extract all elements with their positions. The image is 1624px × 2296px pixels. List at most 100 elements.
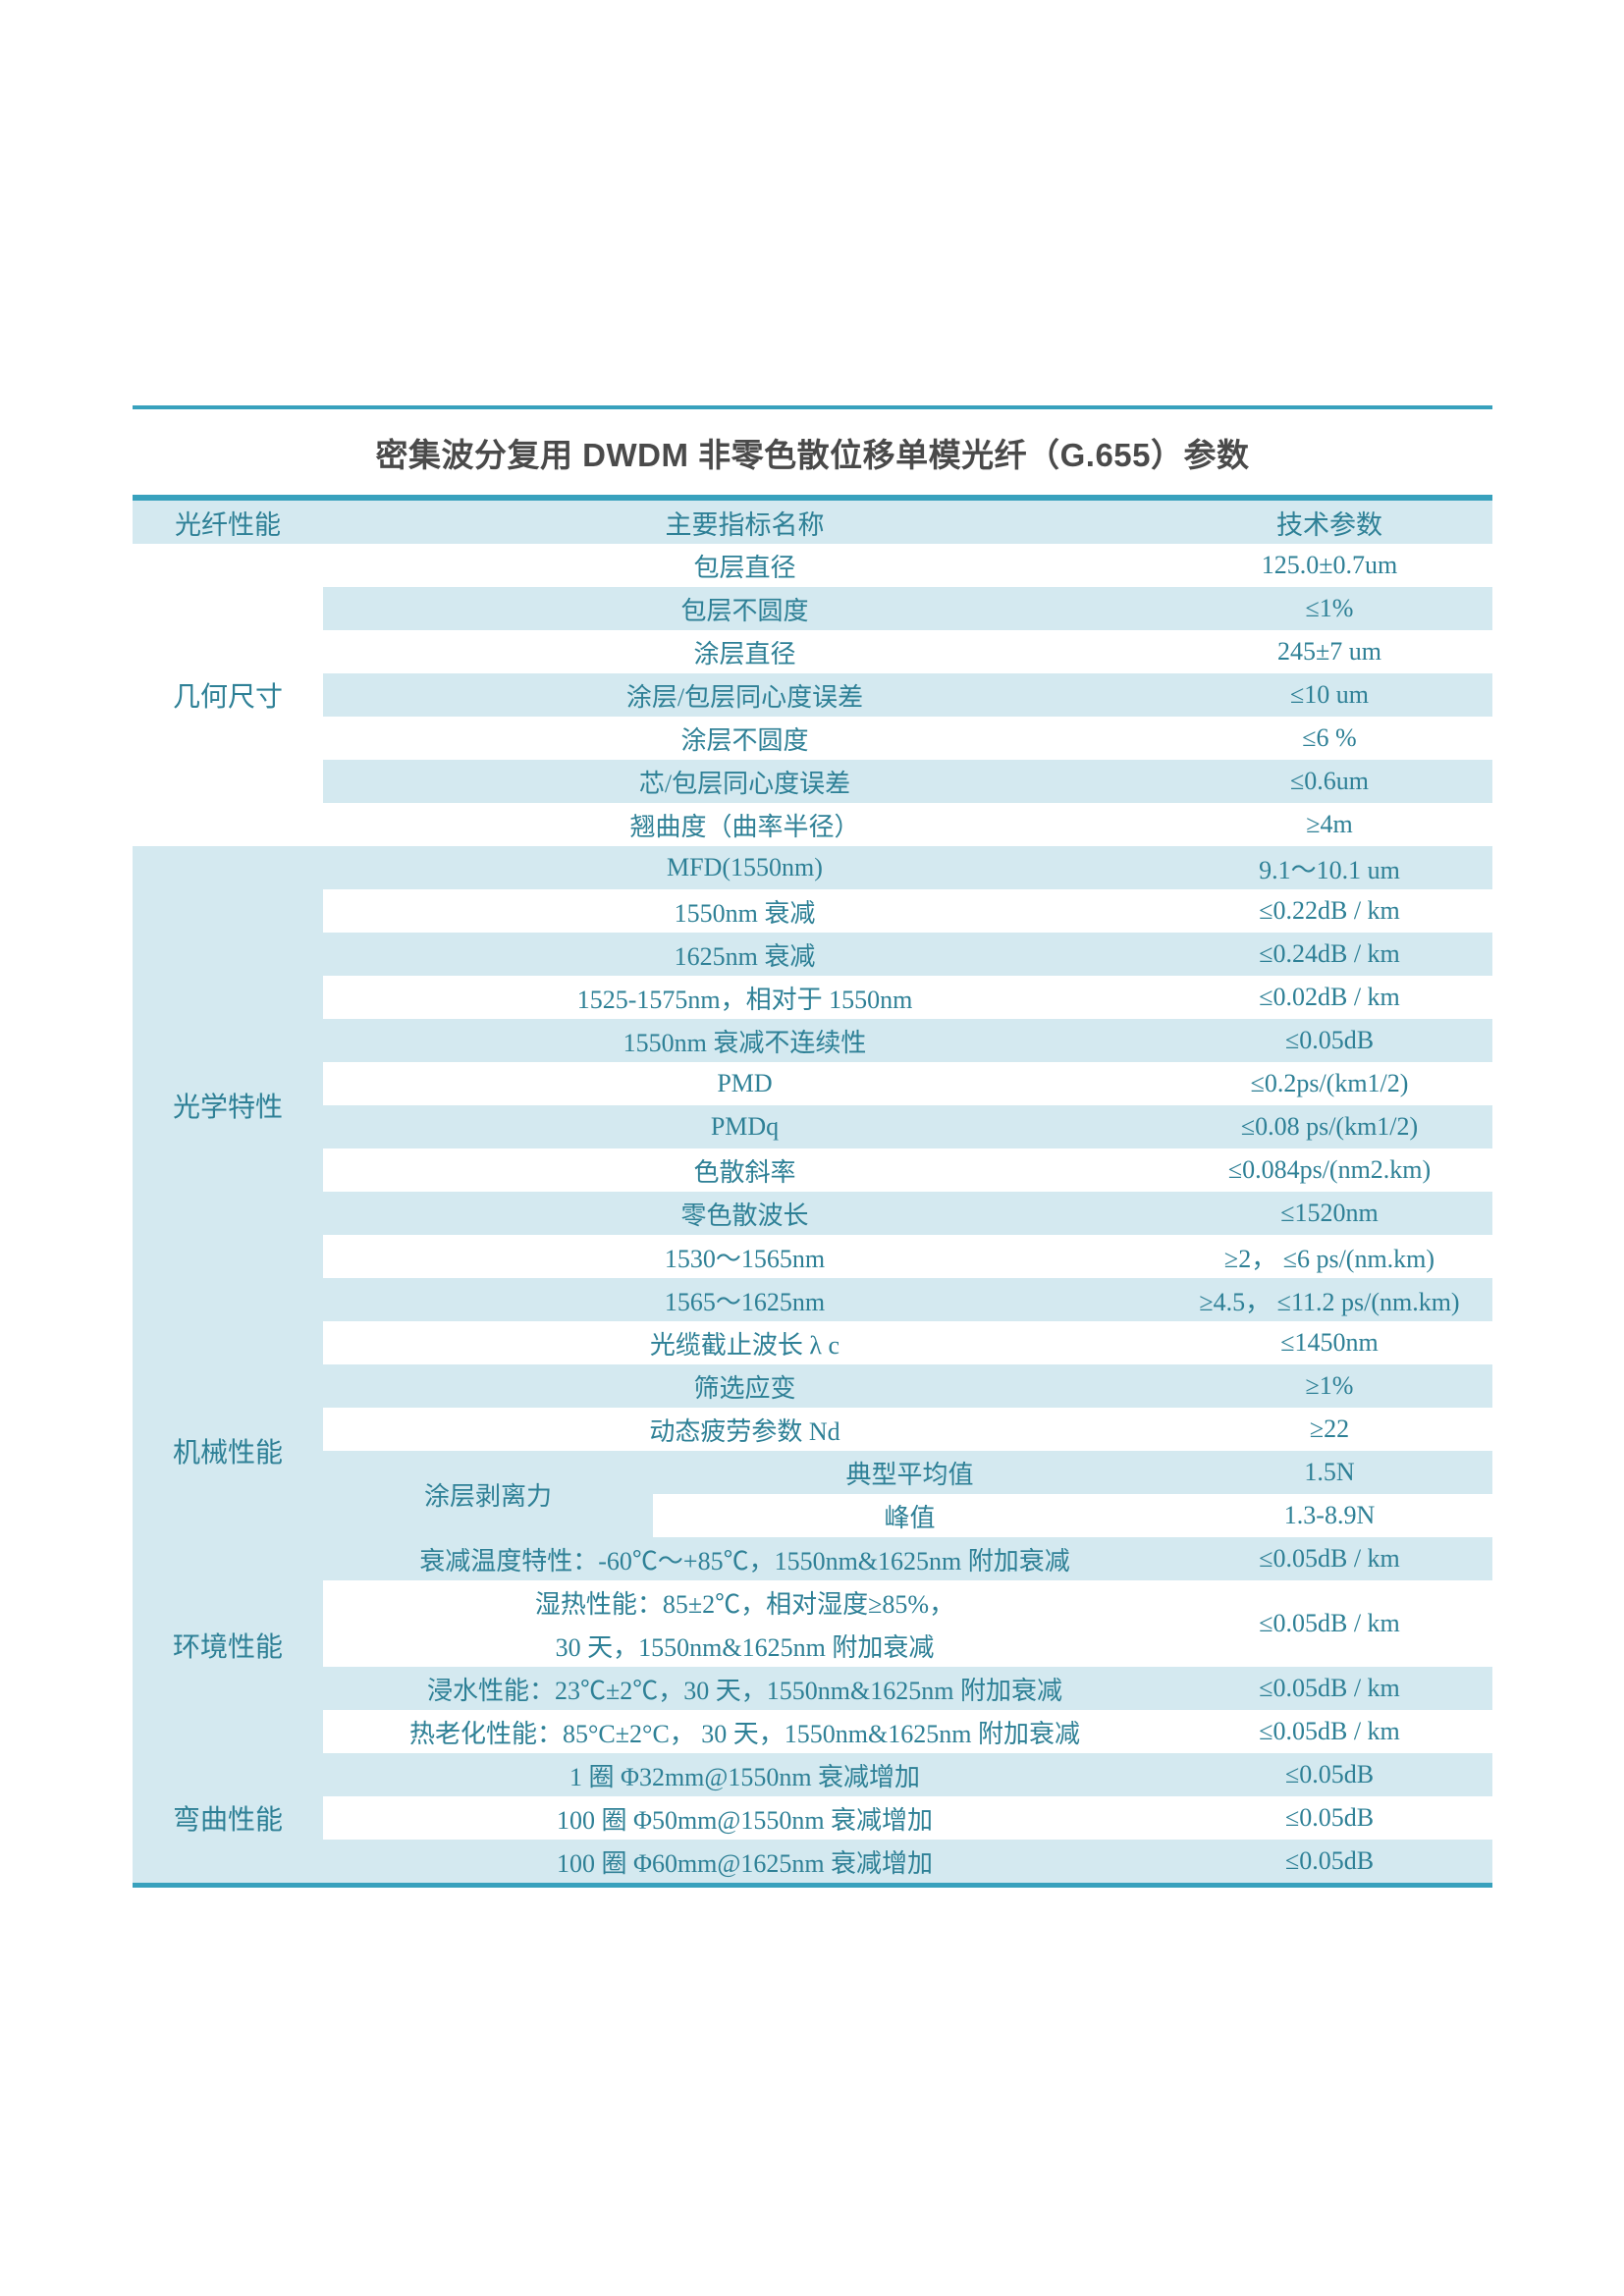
header-rule [133,495,1492,501]
row-value: ≤0.05dB [1284,1846,1375,1875]
row-value: ≤1% [1305,594,1354,622]
category-cell-bending: 弯曲性能 [133,1753,323,1883]
section-environmental: 环境性能 衰减温度特性：-60℃～+85℃，1550nm&1625nm 附加衰减 ≤… [133,1537,1492,1753]
table-row: 浸水性能：23℃±2℃，30 天，1550nm&1625nm 附加衰减 ≤0.05… [323,1667,1492,1710]
row-name: 峰值 [884,1503,936,1532]
row-name: 湿热性能：85±2℃，相对湿度≥85%， 30 天，1550nm&1625nm 附… [323,1580,1166,1667]
table-row: 翘曲度（曲率半径） ≥4m [323,803,1492,846]
row-name: 典型平均值 [845,1460,974,1489]
header-technical-parameter: 技术参数 [1276,509,1382,540]
row-name: 包层不圆度 [680,596,809,625]
row-value: ≤0.05dB [1284,1803,1375,1832]
row-name: 包层直径 [693,553,796,582]
row-value: ≤10 um [1290,680,1369,709]
row-name: 动态疲劳参数 Nd [649,1416,840,1446]
row-name: 零色散波长 [680,1201,809,1230]
row-name: PMDq [710,1112,780,1141]
table-row: 1 圈 Φ32mm@1550nm 衰减增加 ≤0.05dB [323,1753,1492,1796]
row-name: 涂层/包层同心度误差 [625,682,864,712]
category-cell-optical: 光学特性 [133,846,323,1364]
row-value: ≥1% [1305,1371,1354,1400]
row-name: 热老化性能：85°C±2°C， 30 天，1550nm&1625nm 附加衰减 [409,1719,1080,1748]
table-header-row: 光纤性能 主要指标名称 技术参数 [133,501,1492,544]
row-name: 1625nm 衰减 [674,941,816,971]
row-name: 100 圈 Φ50mm@1550nm 衰减增加 [556,1805,934,1835]
table-row: 100 圈 Φ60mm@1625nm 衰减增加 ≤0.05dB [323,1840,1492,1883]
section-mechanical: 机械性能 筛选应变 ≥1% 动态疲劳参数 Nd ≥22 涂层剥离力 典型平均值 1.5N 峰值 1… [133,1364,1492,1537]
row-name: 翘曲度（曲率半径） [629,812,860,841]
row-value: ≤0.6um [1290,767,1369,795]
table-row: 1565～1625nm ≥4.5， ≤11.2 ps/(nm.km) [323,1278,1492,1321]
row-value: ≥4.5， ≤11.2 ps/(nm.km) [1199,1287,1460,1316]
row-name: 1530～1565nm [664,1244,826,1273]
row-value: ≤0.05dB / km [1259,1674,1400,1702]
row-value: ≤0.05dB [1284,1026,1375,1054]
row-name: 光缆截止波长 λ c [649,1330,840,1360]
row-value: ≤0.05dB [1284,1760,1375,1789]
section-bending: 弯曲性能 1 圈 Φ32mm@1550nm 衰减增加 ≤0.05dB 100 圈 Φ5… [133,1753,1492,1883]
table-row: 湿热性能：85±2℃，相对湿度≥85%， 30 天，1550nm&1625nm 附… [323,1580,1492,1667]
section-geometry: 几何尺寸 包层直径 125.0±0.7um 包层不圆度 ≤1% 涂层直径 245±7 um 涂… [133,544,1492,846]
row-value: ≥22 [1309,1415,1350,1443]
row-name: MFD(1550nm) [667,853,823,881]
row-name: 1525-1575nm，相对于 1550nm [576,985,913,1014]
table-row: 芯/包层同心度误差 ≤0.6um [323,760,1492,803]
row-value: ≤0.08 ps/(km1/2) [1240,1112,1419,1141]
section-optical: 光学特性 MFD(1550nm) 9.1～10.1 um 1550nm 衰减 ≤0.22… [133,846,1492,1364]
table-row: PMD ≤0.2ps/(km1/2) [323,1062,1492,1105]
row-name: 浸水性能：23℃±2℃，30 天，1550nm&1625nm 附加衰减 [427,1676,1062,1705]
table-row: 典型平均值 1.5N [653,1451,1492,1494]
bottom-rule [133,1883,1492,1888]
row-name: PMD [717,1069,773,1097]
row-value: 1.3-8.9N [1283,1501,1376,1529]
row-value: ≤0.2ps/(km1/2) [1250,1069,1409,1097]
category-cell-geometry: 几何尺寸 [133,544,323,846]
table-row: 色散斜率 ≤0.084ps/(nm2.km) [323,1148,1492,1192]
table-row: 1530～1565nm ≥2， ≤6 ps/(nm.km) [323,1235,1492,1278]
row-name-line: 30 天，1550nm&1625nm 附加衰减 [555,1632,935,1662]
table-row: 1550nm 衰减 ≤0.22dB / km [323,889,1492,933]
table-row: PMDq ≤0.08 ps/(km1/2) [323,1105,1492,1148]
category-cell-mechanical: 机械性能 [133,1364,323,1537]
row-value: 245±7 um [1277,637,1381,666]
table-body: 几何尺寸 包层直径 125.0±0.7um 包层不圆度 ≤1% 涂层直径 245±7 um 涂… [133,544,1492,1883]
row-value: ≥2， ≤6 ps/(nm.km) [1223,1244,1435,1273]
row-name: 芯/包层同心度误差 [638,769,851,798]
fiber-parameter-table: 密集波分复用 DWDM 非零色散位移单模光纤（G.655）参数 光纤性能 主要指… [133,405,1492,1888]
row-name: 100 圈 Φ60mm@1625nm 衰减增加 [556,1848,934,1878]
row-name-line: 湿热性能：85±2℃，相对湿度≥85%， [534,1589,955,1619]
row-name: 1565～1625nm [664,1287,826,1316]
table-row: 筛选应变 ≥1% [323,1364,1492,1408]
row-value: ≤0.24dB / km [1259,939,1400,968]
table-row: MFD(1550nm) 9.1～10.1 um [323,846,1492,889]
row-name: 1550nm 衰减不连续性 [623,1028,867,1057]
table-row: 峰值 1.3-8.9N [653,1494,1492,1537]
row-value: ≤0.02dB / km [1259,983,1400,1011]
row-value: ≤0.05dB / km [1259,1609,1400,1637]
table-row: 包层不圆度 ≤1% [323,587,1492,630]
row-value: 125.0±0.7um [1261,551,1398,579]
table-row: 100 圈 Φ50mm@1550nm 衰减增加 ≤0.05dB [323,1796,1492,1840]
table-row: 热老化性能：85°C±2°C， 30 天，1550nm&1625nm 附加衰减 ≤… [323,1710,1492,1753]
category-cell-environmental: 环境性能 [133,1537,323,1753]
table-row: 零色散波长 ≤1520nm [323,1192,1492,1235]
row-value: ≤0.05dB / km [1259,1717,1400,1745]
row-value: ≤0.22dB / km [1259,896,1400,925]
row-name: 筛选应变 [693,1373,796,1403]
group-rows-mechanical: 涂层剥离力 典型平均值 1.5N 峰值 1.3-8.9N [323,1451,1492,1537]
row-value: 9.1～10.1 um [1259,855,1400,884]
row-value: ≤0.084ps/(nm2.km) [1227,1155,1432,1184]
group-cell: 涂层剥离力 [323,1451,653,1537]
table-row: 1625nm 衰减 ≤0.24dB / km [323,933,1492,976]
table-row: 包层直径 125.0±0.7um [323,544,1492,587]
table-row: 涂层不圆度 ≤6 % [323,717,1492,760]
table-row: 1550nm 衰减不连续性 ≤0.05dB [323,1019,1492,1062]
row-name: 衰减温度特性：-60℃～+85℃，1550nm&1625nm 附加衰减 [419,1546,1070,1575]
table-row: 光缆截止波长 λ c ≤1450nm [323,1321,1492,1364]
top-rule [133,405,1492,409]
row-value: ≥4m [1306,810,1353,838]
table-row: 动态疲劳参数 Nd ≥22 [323,1408,1492,1451]
header-fiber-performance: 光纤性能 [175,509,281,540]
row-value: ≤0.05dB / km [1259,1544,1400,1573]
